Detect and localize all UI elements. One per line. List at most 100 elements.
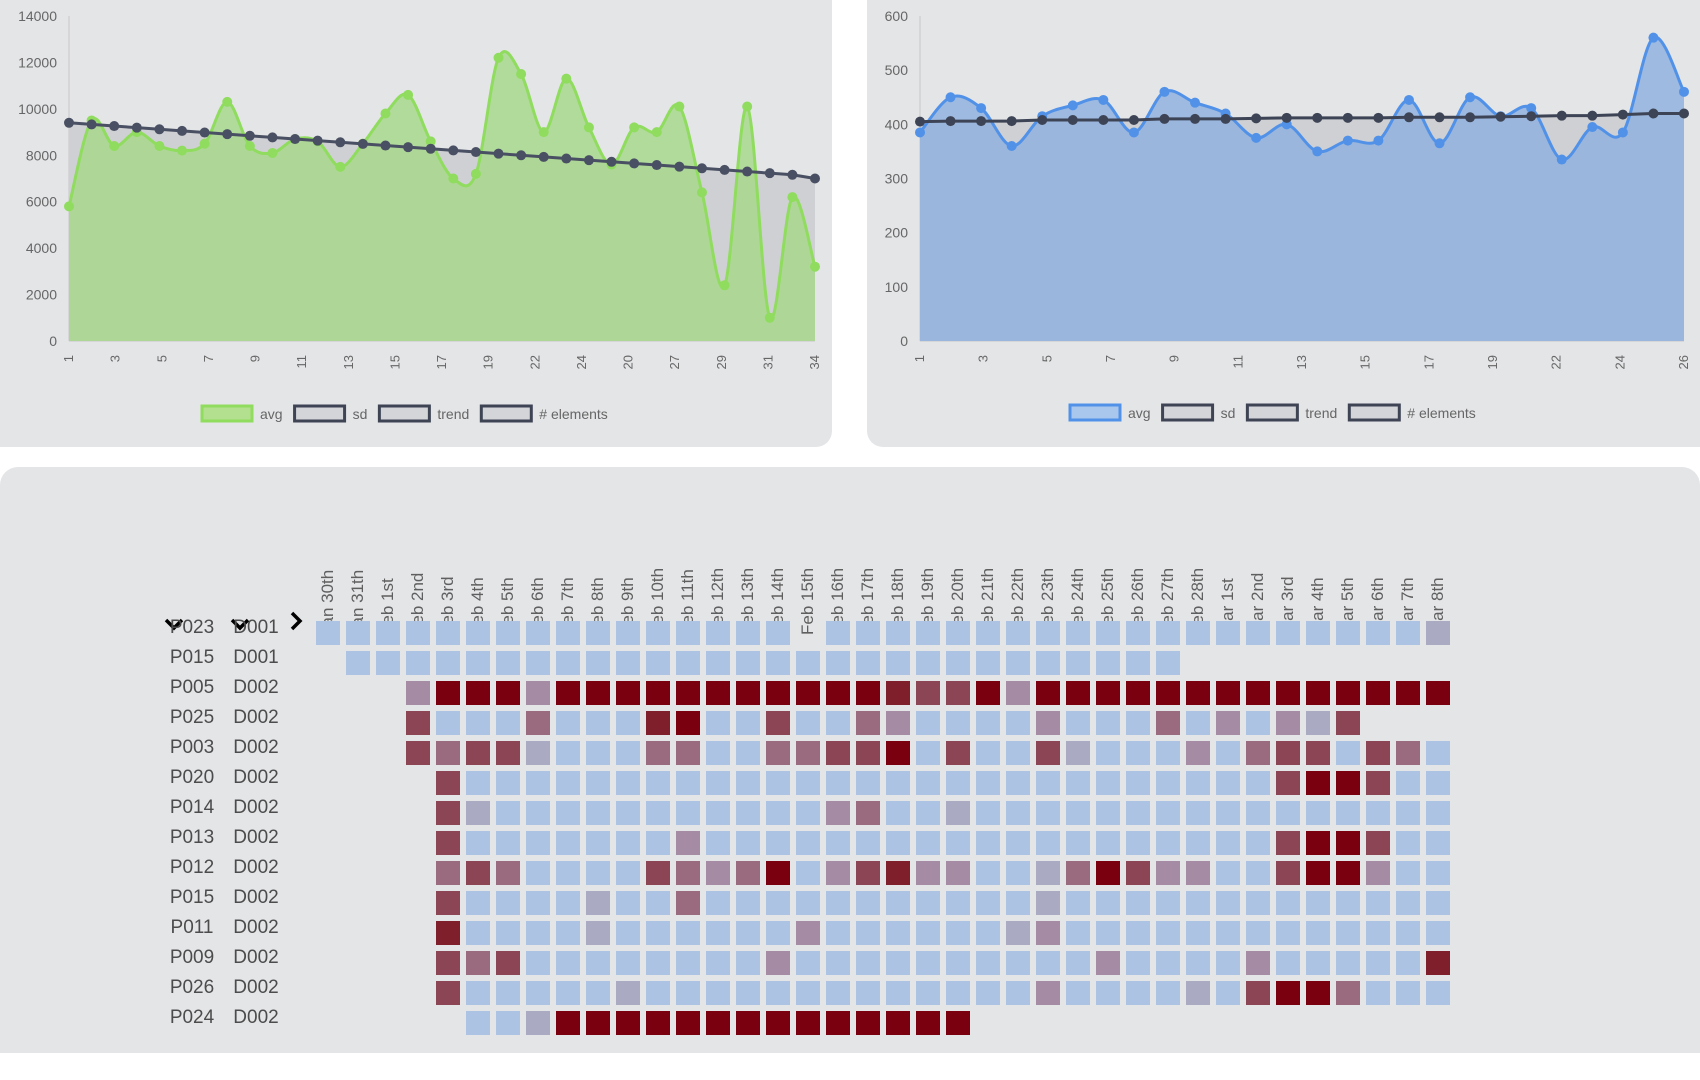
heatmap-cell [556,651,580,675]
heatmap-cell [676,771,700,795]
trend-point [764,168,775,179]
trend-point [915,116,925,127]
heatmap-cell [1306,921,1330,945]
heatmap-cell [1186,741,1210,765]
heatmap-cell [946,651,970,675]
avg-point [222,96,233,107]
row-patient-label: P012 [170,857,214,878]
x-tick-label: 11 [1230,355,1245,369]
heatmap-cell [826,831,850,855]
heatmap-cell [1096,711,1120,735]
heatmap-cell [586,831,610,855]
heatmap-cell [1216,891,1240,915]
left-chart-panel: 0 2000 4000 6000 8000 10000 12000 14000 1 3 5 7 9 11 1… [0,0,832,447]
heatmap-cell [406,711,430,735]
heatmap-cell [796,771,820,795]
x-tick-label: 17 [434,355,449,369]
heatmap-cell [1306,891,1330,915]
heatmap-cell [976,681,1000,705]
column-label: Mar 6th [1368,577,1387,635]
heatmap-cell [1276,741,1300,765]
heatmap-cell [706,741,730,765]
heatmap-cell [1306,861,1330,885]
heatmap-cell [886,801,910,825]
heatmap-cell [586,681,610,705]
trend-point [335,137,346,148]
heatmap-cell [1006,651,1030,675]
trend-point [1067,115,1078,125]
heatmap-cell [796,891,820,915]
heatmap-cell [886,921,910,945]
heatmap-cell [466,981,490,1005]
x-tick-label: 1 [912,355,927,362]
avg-point [1251,132,1262,143]
heatmap-cell [676,1011,700,1035]
x-tick-label: 5 [1039,355,1054,362]
heatmap-cell [1276,891,1300,915]
x-tick-label: 13 [341,355,356,369]
row-doctor-label: D002 [233,1007,278,1028]
heatmap-cell [1126,711,1150,735]
trend-point [583,155,594,166]
column-label: Mar 7th [1398,577,1417,635]
heatmap-cell [646,861,670,885]
heatmap-cell [676,831,700,855]
heatmap-cell [526,861,550,885]
trend-point [177,125,188,136]
avg-point [335,161,346,172]
heatmap-cell [706,981,730,1005]
heatmap-cell [1186,831,1210,855]
heatmap-cell [1186,921,1210,945]
trend-point [696,163,707,174]
heatmap-cell [1156,831,1180,855]
avg-point [538,127,549,138]
heatmap-cell [856,711,880,735]
heatmap-cell [976,891,1000,915]
heatmap-cell [886,621,910,645]
trend-point [1312,112,1323,123]
heatmap-cell [616,621,640,645]
columns-expand-chevron-right-icon [290,611,303,631]
heatmap-cell [796,831,820,855]
heatmap-cell [1216,741,1240,765]
row-doctor-label: D001 [233,617,278,638]
heatmap-cell [1066,951,1090,975]
legend-swatch-avg [200,404,254,423]
heatmap-cell [1156,621,1180,645]
avg-point [1465,92,1476,103]
heatmap-cell [886,771,910,795]
heatmap-cell [706,621,730,645]
trend-point [222,129,233,140]
avg-point [1373,135,1384,146]
heatmap-cell [466,621,490,645]
row-doctor-label: D002 [233,947,278,968]
heatmap-cell [1216,951,1240,975]
heatmap-cell [886,951,910,975]
row-patient-label: P026 [170,977,214,998]
heatmap-cell [856,861,880,885]
trend-point [425,143,436,154]
heatmap-cell [946,681,970,705]
y-tick-label: 0 [49,333,57,349]
heatmap-cell [1246,951,1270,975]
heatmap-cell [646,681,670,705]
heatmap-cell [556,741,580,765]
heatmap-cell [796,951,820,975]
heatmap-cell [436,771,460,795]
heatmap-cell [436,711,460,735]
heatmap-cell [766,621,790,645]
avg-point [1190,97,1201,108]
heatmap-cell [736,681,760,705]
patient-sort-chevron-down-icon [164,618,184,631]
x-tick-label: 34 [807,355,822,369]
heatmap-cell [1066,921,1090,945]
avg-point [1098,94,1109,105]
avg-point [267,147,278,158]
heatmap-cell [766,711,790,735]
trend-point [787,169,798,180]
heatmap-cell [1276,621,1300,645]
heatmap-cell [1366,981,1390,1005]
heatmap-cell [1006,861,1030,885]
avg-point [244,141,255,151]
trend-point [516,150,527,161]
